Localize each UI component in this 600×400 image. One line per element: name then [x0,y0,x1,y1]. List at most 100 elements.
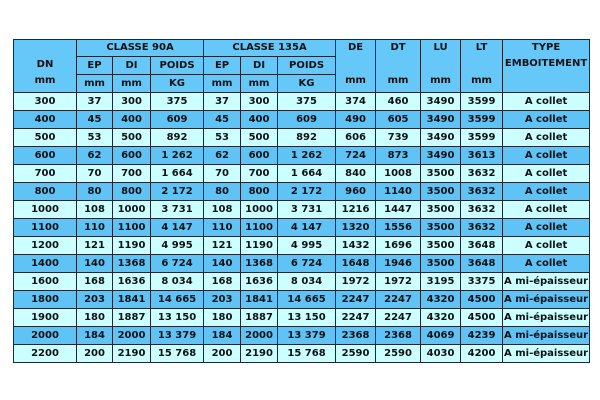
table-row: 1200 121 1190 4 995 121 1190 4 995 1432 1696 3500… [13,236,591,255]
cell-di-135: 800 [240,182,279,201]
cell-lu: 3490 [420,146,462,165]
cell-dn: 1000 [13,200,77,219]
cell-de: 1432 [335,236,377,255]
cell-di-135: 2190 [240,344,279,363]
cell-ep-135: 180 [203,308,242,327]
cell-de: 1320 [335,218,377,237]
cell-di-90: 1368 [112,254,151,273]
cell-poids-90: 13 150 [149,308,205,327]
cell-lu: 4320 [420,290,462,309]
cell-dt: 2247 [375,290,422,309]
header-de: DE mm [335,39,377,93]
cell-ep-90: 53 [76,128,113,147]
cell-de: 2247 [335,308,377,327]
unit-di-135: mm [240,74,279,93]
lu-unit: mm [430,75,451,86]
cell-dt: 605 [375,110,422,129]
table-row: 2000 184 2000 13 379 184 2000 13 379 2368 2368 40… [13,326,591,345]
cell-di-135: 500 [240,128,279,147]
cell-de: 2247 [335,290,377,309]
cell-dt: 739 [375,128,422,147]
cell-lu: 3500 [420,218,462,237]
cell-de: 2368 [335,326,377,345]
lt-unit: mm [471,75,492,86]
header-poids-90: POIDS [149,56,205,75]
cell-di-135: 300 [240,92,279,111]
cell-poids-135: 2 172 [277,182,337,201]
cell-ep-90: 180 [76,308,113,327]
cell-poids-135: 14 665 [277,290,337,309]
cell-lt: 3599 [460,92,504,111]
header-ep-90: EP [76,56,113,75]
table-row: 800 80 800 2 172 80 800 2 172 960 1140 3500 3632 A … [13,182,591,201]
cell-dn: 1200 [13,236,77,255]
cell-lu: 4320 [420,308,462,327]
cell-de: 1216 [335,200,377,219]
unit-di-90: mm [112,74,151,93]
cell-type-emboitement: A collet [502,218,591,237]
cell-ep-90: 121 [76,236,113,255]
cell-dt: 873 [375,146,422,165]
cell-di-90: 1100 [112,218,151,237]
table-row: 1100 110 1100 4 147 110 1100 4 147 1320 1556 3500… [13,218,591,237]
table-row: 1400 140 1368 6 724 140 1368 6 724 1648 1946 3500… [13,254,591,273]
table-row: 1600 168 1636 8 034 168 1636 8 034 1972 1972 3195… [13,272,591,291]
cell-poids-90: 892 [149,128,205,147]
cell-de: 960 [335,182,377,201]
cell-poids-135: 3 731 [277,200,337,219]
cell-dn: 2000 [13,326,77,345]
cell-poids-135: 8 034 [277,272,337,291]
cell-lt: 3648 [460,254,504,273]
cell-poids-135: 375 [277,92,337,111]
cell-ep-90: 140 [76,254,113,273]
table-row: 1800 203 1841 14 665 203 1841 14 665 2247 2247 43… [13,290,591,309]
lt-label: LT [475,42,488,53]
dt-label: DT [390,42,406,53]
cell-di-90: 2190 [112,344,151,363]
cell-lu: 3500 [420,236,462,255]
cell-dn: 1800 [13,290,77,309]
cell-di-135: 1841 [240,290,279,309]
cell-type-emboitement: A collet [502,254,591,273]
cell-type-emboitement: A mi-épaisseur [502,326,591,345]
cell-lu: 4069 [420,326,462,345]
cell-ep-135: 203 [203,290,242,309]
cell-di-135: 1636 [240,272,279,291]
cell-di-90: 1887 [112,308,151,327]
cell-di-90: 1190 [112,236,151,255]
cell-ep-90: 200 [76,344,113,363]
cell-ep-135: 108 [203,200,242,219]
cell-ep-135: 184 [203,326,242,345]
cell-di-135: 1000 [240,200,279,219]
cell-di-90: 800 [112,182,151,201]
cell-di-90: 600 [112,146,151,165]
cell-di-135: 600 [240,146,279,165]
header-dt: DT mm [375,39,422,93]
cell-dt: 1946 [375,254,422,273]
table-header: DN mm CLASSE 90A CLASSE 135A DE mm DT mm LU… [13,39,591,93]
cell-poids-135: 892 [277,128,337,147]
cell-type-emboitement: A mi-épaisseur [502,308,591,327]
cell-poids-90: 15 768 [149,344,205,363]
cell-lt: 3375 [460,272,504,291]
cell-lt: 3632 [460,164,504,183]
cell-poids-90: 4 995 [149,236,205,255]
cell-ep-135: 45 [203,110,242,129]
cell-type-emboitement: A mi-épaisseur [502,290,591,309]
unit-poids-135: KG [277,74,337,93]
cell-dn: 500 [13,128,77,147]
cell-lt: 3599 [460,128,504,147]
cell-di-135: 400 [240,110,279,129]
cell-poids-135: 4 995 [277,236,337,255]
header-type: TYPE EMBOITEMENT [502,39,591,93]
pipe-dimensions-table: DN mm CLASSE 90A CLASSE 135A DE mm DT mm LU… [13,39,591,363]
cell-di-135: 1190 [240,236,279,255]
cell-lt: 3632 [460,182,504,201]
emboitement-label: EMBOITEMENT [504,58,588,69]
cell-poids-135: 15 768 [277,344,337,363]
cell-dn: 1400 [13,254,77,273]
cell-dn: 400 [13,110,77,129]
cell-de: 2590 [335,344,377,363]
cell-dt: 1696 [375,236,422,255]
cell-poids-135: 609 [277,110,337,129]
